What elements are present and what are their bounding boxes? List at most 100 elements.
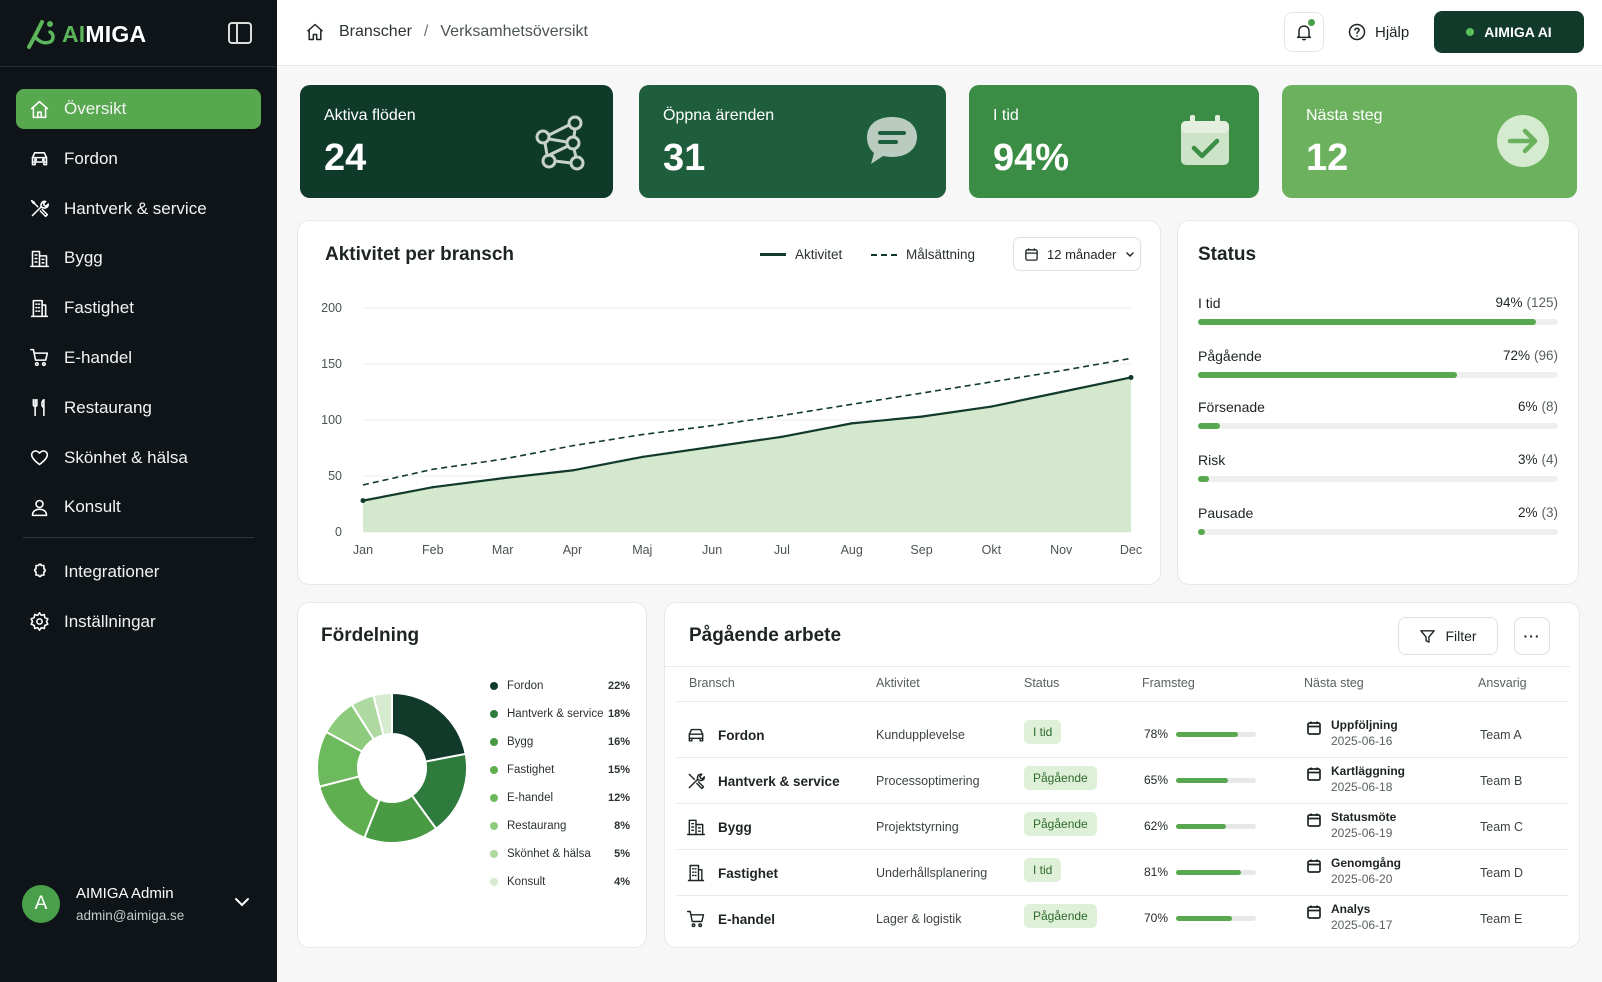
legend-label: Fordon xyxy=(507,680,544,692)
chevron-down-icon xyxy=(1126,252,1135,257)
table-row-divider xyxy=(676,757,1568,758)
cell-ansvarig: Team A xyxy=(1480,728,1522,742)
column-header-nasta-steg[interactable]: Nästa steg xyxy=(1304,676,1364,690)
sidebar-item-ehandel[interactable]: E-handel xyxy=(16,338,261,378)
legend-label: Restaurang xyxy=(507,820,567,832)
calendar-icon xyxy=(1307,905,1321,919)
sidebar-item-label: Inställningar xyxy=(64,611,156,631)
distribution-legend-item: Restaurang 8% xyxy=(490,812,630,840)
aktivitet-point xyxy=(710,445,714,449)
calendar-icon xyxy=(1307,721,1321,735)
more-options-button[interactable]: ··· xyxy=(1514,617,1550,655)
column-header-framsteg[interactable]: Framsteg xyxy=(1142,676,1195,690)
aktivitet-point xyxy=(1059,390,1063,394)
x-tick-label: Jun xyxy=(702,543,722,557)
sidebar-item-integrationer[interactable]: Integrationer xyxy=(16,552,261,592)
cell-ansvarig: Team E xyxy=(1480,912,1523,926)
x-tick-label: Mar xyxy=(492,543,514,557)
cell-aktivitet: Projektstyrning xyxy=(876,820,959,834)
column-header-ansvarig[interactable]: Ansvarig xyxy=(1478,676,1527,690)
next-step-date: 2025-06-20 xyxy=(1331,872,1393,886)
sidebar-item-label: E-handel xyxy=(64,347,133,367)
notifications-button[interactable] xyxy=(1284,12,1324,52)
y-tick-label: 150 xyxy=(321,357,342,371)
status-row: Pågående 72% (96) xyxy=(1198,348,1558,378)
donut-slice[interactable] xyxy=(372,691,393,737)
work-card xyxy=(664,602,1580,948)
sidebar-item-installningar[interactable]: Inställningar xyxy=(16,602,261,642)
status-percentage: 6% (8) xyxy=(1517,399,1559,414)
x-tick-label: Feb xyxy=(422,543,444,557)
sidebar-item-label: Konsult xyxy=(64,497,121,517)
aimiga-ai-button[interactable]: AIMIGA AI xyxy=(1434,11,1584,53)
sidebar-item-fastighet[interactable]: Fastighet xyxy=(16,288,261,328)
status-row: Risk 3% (4) xyxy=(1198,452,1558,482)
status-progress-track xyxy=(1198,372,1558,378)
top-bar: Branscher / Verksamhetsöversikt Hjälp AI… xyxy=(277,0,1602,66)
legend-swatch xyxy=(490,822,498,830)
status-progress-track xyxy=(1198,319,1558,325)
table-row[interactable]: Bygg Projektstyrning Pågående 62% Statusmöte… xyxy=(686,804,1566,850)
status-count: (8) xyxy=(1541,399,1559,414)
legend-label: Hantverk & service xyxy=(507,708,604,720)
status-percentage: 2% (3) xyxy=(1517,505,1558,520)
legend-swatch-dashed xyxy=(871,253,897,256)
sidebar-item-hantverk[interactable]: Hantverk & service xyxy=(16,189,261,229)
help-label: Hjälp xyxy=(1375,23,1410,41)
column-header-status[interactable]: Status xyxy=(1024,676,1060,690)
status-row: Pausade 2% (3) xyxy=(1198,505,1558,535)
sidebar-item-konsult[interactable]: Konsult xyxy=(16,487,261,527)
table-row[interactable]: Fordon Kundupplevelse I tid 78% Uppföljning 2… xyxy=(686,712,1566,758)
progress-fill xyxy=(1176,823,1226,829)
sidebar-item-bygg[interactable]: Bygg xyxy=(16,238,261,278)
brand-logo[interactable]: AIMIGA xyxy=(26,16,146,52)
legend-swatch xyxy=(490,766,498,774)
table-row[interactable]: E-handel Lager & logistik Pågående 70% Analy… xyxy=(686,896,1566,942)
breadcrumb-separator: / xyxy=(423,23,429,40)
filter-button[interactable]: Filter xyxy=(1398,617,1498,655)
distribution-donut-chart xyxy=(316,691,468,844)
kpi-card-oppna-arenden[interactable]: Öppna ärenden 31 xyxy=(639,85,946,198)
distribution-legend-item: Bygg 16% xyxy=(490,728,630,756)
next-step-date: 2025-06-19 xyxy=(1331,826,1393,840)
x-tick-label: Maj xyxy=(632,543,652,557)
kpi-card-nasta-steg[interactable]: Nästa steg 12 xyxy=(1282,85,1577,198)
distribution-legend-item: Skönhet & hälsa 5% xyxy=(490,840,630,868)
work-title: Pågående arbete xyxy=(689,625,842,646)
activity-title: Aktivitet per bransch xyxy=(325,244,514,265)
progress-track xyxy=(1176,823,1257,829)
help-button[interactable]: Hjälp xyxy=(1347,22,1409,42)
column-header-aktivitet[interactable]: Aktivitet xyxy=(876,676,920,690)
progress-track xyxy=(1176,777,1257,783)
legend-label: Fastighet xyxy=(507,764,555,776)
progress-fill xyxy=(1176,777,1229,783)
status-percentage: 3% (4) xyxy=(1517,452,1558,467)
kpi-label: Öppna ärenden xyxy=(663,107,775,124)
home-icon[interactable] xyxy=(305,22,325,42)
kpi-value: 31 xyxy=(663,137,706,179)
breadcrumb-item[interactable]: Branscher xyxy=(339,23,412,40)
sidebar-item-restaurang[interactable]: Restaurang xyxy=(16,388,261,428)
calendar-icon xyxy=(1307,813,1321,827)
cell-bransch: Fordon xyxy=(686,725,765,745)
status-card xyxy=(1177,220,1579,585)
progress-fill xyxy=(1176,731,1239,737)
kpi-card-i-tid[interactable]: I tid 94% xyxy=(969,85,1259,198)
office-building-icon xyxy=(28,297,50,319)
sidebar-toggle-button[interactable] xyxy=(228,22,252,44)
table-row[interactable]: Hantverk & service Processoptimering Pågåe… xyxy=(686,758,1566,804)
status-title: Status xyxy=(1198,244,1257,265)
sidebar-item-oversikt[interactable]: Översikt xyxy=(16,89,261,129)
tools-icon xyxy=(28,198,50,220)
donut-slice[interactable] xyxy=(391,691,467,763)
table-row[interactable]: Fastighet Underhållsplanering I tid 81% Geno… xyxy=(686,850,1566,896)
y-tick-label: 100 xyxy=(321,413,342,427)
sidebar-item-fordon[interactable]: Fordon xyxy=(16,139,261,179)
user-menu[interactable]: A AIMIGA Admin admin@aimiga.se xyxy=(22,874,258,934)
kpi-card-aktiva-floden[interactable]: Aktiva flöden 24 xyxy=(300,85,613,198)
filter-icon xyxy=(1420,629,1436,643)
column-header-bransch[interactable]: Bransch xyxy=(689,676,735,690)
sidebar-item-skonhet[interactable]: Skönhet & hälsa xyxy=(16,438,261,478)
period-select[interactable]: 12 månader xyxy=(1013,237,1141,271)
chevron-down-icon[interactable] xyxy=(234,894,250,910)
